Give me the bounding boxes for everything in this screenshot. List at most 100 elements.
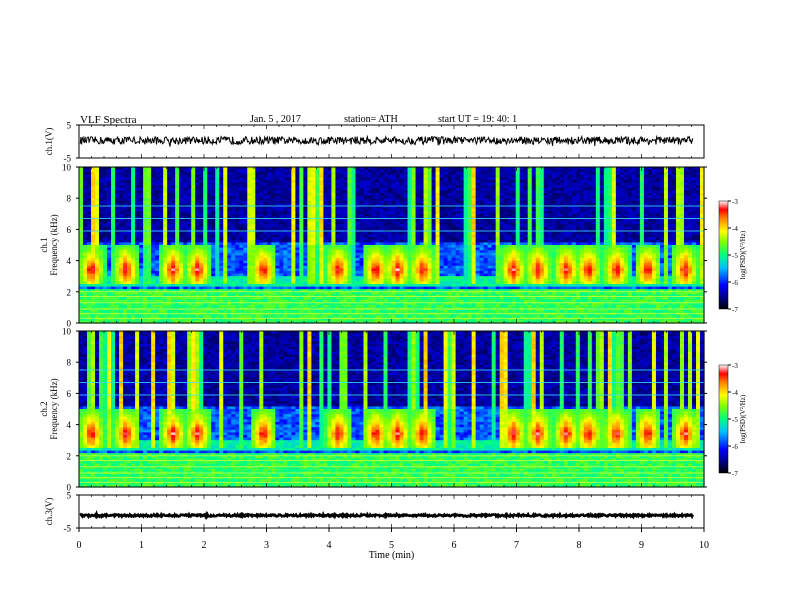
spectrogram-cell [371,226,377,230]
spectrogram-cell [559,213,565,217]
spectrogram-cell [595,213,601,217]
spectrogram-cell [327,172,333,176]
spectrogram-cell [483,167,489,171]
spectrogram-cell [119,180,124,184]
spectrogram-cell [475,187,481,191]
spectrogram-cell [515,203,521,207]
spectrogram-cell [367,219,373,223]
spectrogram-cell [335,198,341,202]
spectrogram-cell [155,177,160,181]
spectrogram-cell [79,211,84,215]
spectrogram-cell [367,174,373,178]
spectrogram-cell [375,182,381,186]
spectrogram-cell [343,174,349,178]
spectrogram-cell [427,206,433,210]
spectrogram-cell [123,219,128,223]
spectrogram-cell [439,198,445,202]
spectrogram-cell [499,172,505,176]
spectrogram-cell [667,206,673,210]
spectrogram-cell [303,203,308,207]
spectrogram-cell [467,182,473,186]
spectrogram-cell [547,221,553,225]
spectrogram-cell [487,193,493,197]
spectrogram-cell [95,169,100,173]
spectrogram-cell [143,167,148,171]
spectrogram-cell [171,206,176,210]
spectrogram-cell [607,180,613,184]
spectrogram-cell [415,203,421,207]
spectrogram-cell [683,174,689,178]
spectrogram-cell [127,200,132,204]
spectrogram-cell [599,185,605,189]
spectrogram-cell [95,208,100,212]
spectrogram-cell [399,185,405,189]
spectrogram-cell [307,195,312,199]
spectrogram-cell [99,190,104,194]
spectrogram-cell [103,174,108,178]
spectrogram-cell [571,167,577,171]
spectrogram-cell [599,177,605,181]
spectrogram-cell [383,219,389,223]
spectrogram-cell [295,180,300,184]
spectrogram-cell [319,203,324,207]
spectrogram-cell [663,224,669,228]
spectrogram-cell [551,200,557,204]
spectrogram-cell [299,190,304,194]
spectrogram-cell [411,195,417,199]
spectrogram-cell [355,172,361,176]
spectrogram-cell [443,187,449,191]
spectrogram-cell [243,169,248,173]
spectrogram-cell [355,198,361,202]
spectrogram-cell [535,224,541,228]
spectrogram-cell [563,221,569,225]
spectrogram-cell [279,213,284,217]
spectrogram-cell [195,206,200,210]
spectrogram-cell [307,180,312,184]
spectrogram-cell [295,174,300,178]
spectrogram-cell [347,193,353,197]
spectrogram-cell [199,226,204,230]
spectrogram-cell [255,195,260,199]
spectrogram-cell [163,190,168,194]
spectrogram-cell [491,203,497,207]
spectrogram-cell [415,213,421,217]
spectrogram-cell [83,182,88,186]
spectrogram-cell [127,174,132,178]
spectrogram-cell [359,177,365,181]
spectrogram-cell [635,211,641,215]
spectrogram-cell [415,200,421,204]
spectrogram-cell [559,182,565,186]
spectrogram-cell [699,190,705,194]
waveform-trace [79,134,694,147]
spectrogram-cell [391,193,397,197]
spectrogram-cell [443,203,449,207]
spectrogram-cell [215,203,220,207]
spectrogram-cell [419,172,425,176]
spectrogram-cell [567,221,573,225]
spectrogram-cell [339,185,345,189]
spectrogram-cell [555,167,561,171]
spectrogram-cell [363,180,369,184]
spectrogram-cell [123,174,128,178]
spectrogram-cell [619,169,625,173]
spectrogram-cell [683,177,689,181]
spectrogram-cell [539,190,545,194]
spectrogram-cell [83,195,88,199]
spectrogram-cell [407,211,413,215]
spectrogram-cell [183,213,188,217]
spectrogram-cell [435,211,441,215]
spectrogram-cell [83,177,88,181]
spectrogram-cell [307,190,312,194]
spectrogram-cell [631,180,637,184]
spectrogram-cell [255,219,260,223]
spectrogram-cell [199,187,204,191]
spectrogram-cell [167,211,172,215]
spectrogram-cell [463,224,469,228]
spectrogram-cell [535,169,541,173]
spectrogram-cell [211,190,216,194]
spectrogram-cell [431,187,437,191]
spectrogram-cell [447,180,453,184]
spectrogram-cell [339,219,345,223]
spectrogram-cell [407,203,413,207]
spectrogram-cell [595,211,601,215]
